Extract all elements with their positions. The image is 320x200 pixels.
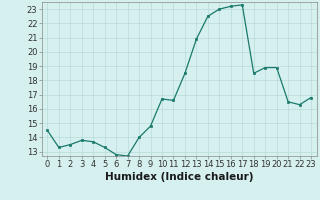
X-axis label: Humidex (Indice chaleur): Humidex (Indice chaleur) [105,172,253,182]
